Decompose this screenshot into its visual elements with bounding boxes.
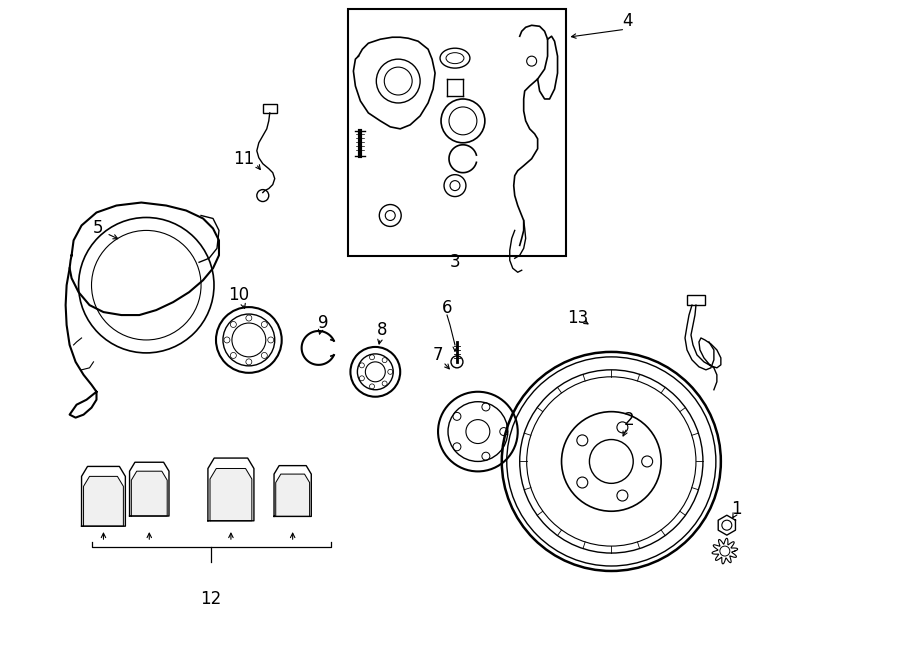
- Polygon shape: [275, 474, 310, 516]
- Text: 8: 8: [377, 321, 388, 339]
- Polygon shape: [130, 462, 169, 516]
- Text: 3: 3: [450, 253, 460, 271]
- Text: 2: 2: [624, 410, 634, 428]
- Polygon shape: [274, 465, 311, 516]
- Text: 13: 13: [567, 309, 588, 327]
- Polygon shape: [82, 467, 125, 526]
- Polygon shape: [210, 469, 252, 521]
- Text: 1: 1: [732, 500, 742, 518]
- Polygon shape: [208, 458, 254, 521]
- Text: 12: 12: [201, 590, 221, 608]
- Polygon shape: [84, 477, 123, 526]
- Bar: [687, 295, 705, 305]
- Text: 6: 6: [442, 299, 453, 317]
- Text: 7: 7: [433, 346, 444, 364]
- Polygon shape: [131, 471, 167, 516]
- Text: 9: 9: [319, 314, 328, 332]
- Text: 4: 4: [622, 13, 633, 30]
- Text: 11: 11: [233, 150, 255, 168]
- Text: 5: 5: [94, 219, 104, 237]
- Text: 10: 10: [229, 286, 249, 304]
- Bar: [348, 9, 565, 256]
- Bar: [263, 104, 276, 113]
